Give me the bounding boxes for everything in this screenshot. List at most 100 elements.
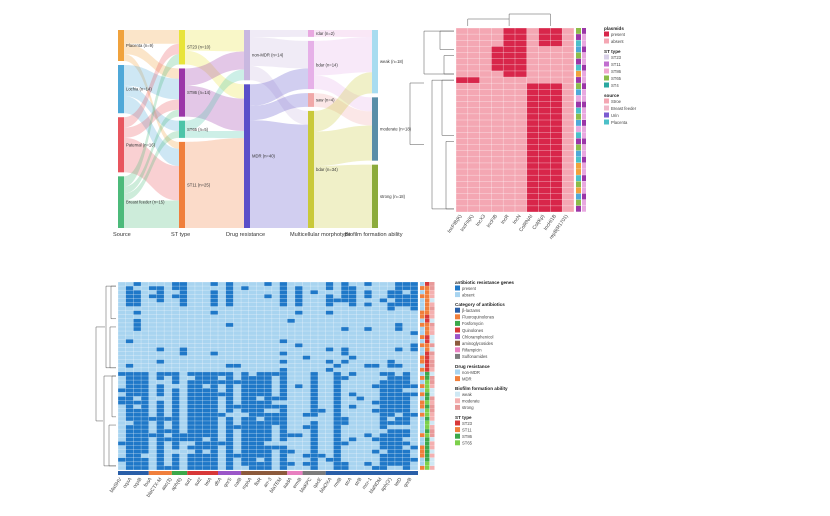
heatmap-cell-present bbox=[210, 351, 218, 356]
heatmap-annotation-cell bbox=[425, 326, 430, 331]
heatmap-annotation-cell bbox=[582, 46, 586, 53]
heatmap-annotation-cell bbox=[420, 322, 425, 327]
heatmap-cell-present bbox=[210, 416, 218, 421]
heatmap-cell-present bbox=[387, 294, 395, 299]
heatmap-cell-present bbox=[156, 453, 165, 458]
heatmap-cell-present bbox=[279, 294, 288, 299]
heatmap-annotation-cell bbox=[425, 453, 430, 458]
heatmap-cell-present bbox=[141, 433, 149, 438]
heatmap-cell-present bbox=[125, 416, 134, 421]
heatmap-cell-present bbox=[210, 282, 218, 287]
sankey-link bbox=[250, 120, 308, 228]
heatmap-annotation-cell bbox=[582, 193, 586, 200]
legend-label: Fluoroquinolones bbox=[462, 315, 494, 320]
heatmap-cell-present bbox=[125, 380, 134, 385]
heatmap-cell-present bbox=[133, 376, 142, 381]
heatmap-annotation-cell bbox=[430, 429, 435, 434]
heatmap-cell-present bbox=[379, 400, 388, 405]
sankey-node bbox=[308, 110, 314, 228]
heatmap-cell-present bbox=[341, 347, 349, 352]
heatmap-cell-present bbox=[125, 408, 134, 413]
heatmap-cell-present bbox=[379, 371, 388, 376]
heatmap-cell-present bbox=[279, 429, 288, 434]
heatmap-annotation-cell bbox=[430, 384, 435, 389]
heatmap-cell-present bbox=[256, 380, 265, 385]
heatmap-cell-present bbox=[171, 396, 180, 401]
heatmap-cell-present bbox=[294, 343, 303, 348]
heatmap-cell-present bbox=[187, 400, 195, 405]
heatmap-cell-present bbox=[179, 433, 188, 438]
heatmap-cell-present bbox=[325, 359, 334, 364]
heatmap-cell-present bbox=[302, 412, 311, 417]
sankey-node bbox=[372, 164, 378, 228]
heatmap-annotation-cell bbox=[420, 416, 425, 421]
heatmap-cell-present bbox=[210, 294, 218, 299]
heatmap-cell-present bbox=[179, 286, 188, 291]
heatmap-cell-present bbox=[202, 441, 211, 446]
heatmap-annotation-cell bbox=[420, 347, 425, 352]
heatmap-annotation-cell bbox=[425, 355, 430, 360]
heatmap-annotation-cell bbox=[430, 465, 435, 470]
heatmap-cell-present bbox=[348, 371, 357, 376]
heatmap-cell-present bbox=[210, 453, 218, 458]
heatmap-cell-present bbox=[341, 286, 349, 291]
heatmap-cell-present bbox=[125, 453, 134, 458]
heatmap-annotation-cell bbox=[425, 310, 430, 315]
heatmap-cell-present bbox=[256, 420, 265, 426]
heatmap-cell-present bbox=[194, 408, 203, 413]
heatmap-cell-present bbox=[371, 400, 380, 405]
heatmap-cell-present bbox=[410, 302, 418, 307]
heatmap-cell-present bbox=[341, 441, 349, 446]
heatmap-annotation-cell bbox=[430, 351, 435, 356]
sankey-link bbox=[185, 131, 244, 139]
sankey-link bbox=[124, 96, 179, 166]
heatmap-cell-present bbox=[187, 429, 195, 434]
heatmap-cell-present bbox=[225, 286, 234, 291]
heatmap-cell-present bbox=[241, 286, 249, 291]
heatmap-cell-present bbox=[279, 384, 288, 389]
heatmap-cell-present bbox=[187, 416, 195, 421]
heatmap-cell-present bbox=[210, 457, 218, 462]
heatmap-annotation-cell bbox=[576, 83, 581, 90]
heatmap-cell-present bbox=[271, 416, 280, 421]
heatmap-column-label: IncN bbox=[512, 213, 523, 225]
heatmap-cell-present bbox=[210, 400, 218, 405]
sankey-node bbox=[308, 40, 314, 90]
heatmap-cell-present bbox=[394, 429, 403, 434]
sankey-node bbox=[308, 93, 314, 107]
heatmap-cell-present bbox=[125, 457, 134, 462]
sankey-link bbox=[314, 125, 372, 166]
heatmap-cell-present bbox=[310, 449, 318, 454]
heatmap-cell-present bbox=[387, 306, 395, 311]
heatmap-cell-present bbox=[410, 290, 418, 295]
heatmap-annotation-cell bbox=[420, 445, 425, 450]
heatmap-annotation-cell bbox=[582, 64, 586, 71]
heatmap-cell-present bbox=[194, 376, 203, 381]
heatmap-cell-present bbox=[410, 294, 418, 299]
heatmap-cell-present bbox=[125, 392, 134, 397]
heatmap-annotation-cell bbox=[425, 437, 430, 442]
heatmap-cell-present bbox=[194, 392, 203, 397]
heatmap-cell-present bbox=[141, 388, 149, 393]
legend-title: ST type bbox=[455, 415, 472, 420]
heatmap-annotation-cell bbox=[430, 310, 435, 315]
heatmap-annotation-cell bbox=[425, 363, 430, 368]
heatmap-cell-present bbox=[171, 461, 180, 466]
heatmap-cell-present bbox=[402, 404, 411, 409]
heatmap-cell-present bbox=[310, 441, 318, 446]
heatmap-cell-present bbox=[310, 420, 318, 426]
heatmap-cell-present bbox=[279, 449, 288, 454]
heatmap-cell-present bbox=[210, 420, 218, 426]
heatmap-cell-present bbox=[133, 290, 142, 295]
heatmap-cell-present bbox=[125, 290, 134, 295]
heatmap-cell-present bbox=[364, 302, 372, 307]
heatmap-cell-present bbox=[225, 371, 234, 376]
heatmap-column-label: sul2 bbox=[193, 477, 203, 488]
sankey-link bbox=[314, 72, 372, 132]
heatmap-annotation-cell bbox=[582, 107, 586, 114]
heatmap-column-label: IncFIB bbox=[486, 213, 500, 229]
heatmap-cell-present bbox=[202, 420, 211, 426]
heatmap-cell-present bbox=[279, 437, 288, 442]
heatmap-cell-present bbox=[133, 412, 142, 417]
